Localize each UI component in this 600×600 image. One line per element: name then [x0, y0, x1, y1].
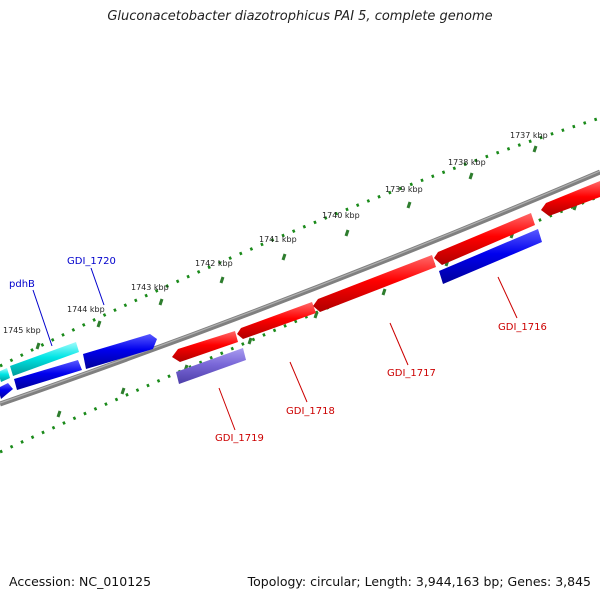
genome-backbone	[0, 169, 600, 407]
scale-label: 1745 kbp	[3, 326, 41, 335]
leader-GDI_1720	[90, 267, 105, 306]
tick-1743	[158, 298, 164, 306]
tick-1741	[281, 253, 287, 261]
tick	[120, 387, 126, 395]
gene-arrow-GDI_1718[interactable]	[237, 302, 316, 339]
gene-label-GDI_1716[interactable]: GDI_1716	[498, 322, 547, 333]
scale-label: 1742 kbp	[195, 259, 233, 268]
gene-arrow-blue-mid[interactable]	[14, 360, 82, 390]
scale-labels: 1737 kbp 1738 kbp 1739 kbp 1740 kbp 1741…	[3, 131, 548, 335]
tick	[381, 288, 387, 296]
gene-arrow-red-right[interactable]	[541, 181, 600, 216]
upper-scale-track	[0, 116, 600, 368]
tick-1739	[406, 201, 412, 209]
gene-label-GDI_1718[interactable]: GDI_1718	[286, 406, 335, 417]
tick-1742	[219, 276, 225, 284]
gene-arrow-pdhB[interactable]	[10, 342, 79, 376]
tick	[313, 311, 319, 319]
gene-arrow-GDI_1719[interactable]	[172, 331, 238, 362]
tick-1740	[344, 229, 350, 237]
gene-label-GDI_1720[interactable]: GDI_1720	[67, 256, 116, 267]
gene-arrow-cyan-edge[interactable]	[0, 368, 10, 382]
accession-text: Accession: NC_010125	[9, 574, 152, 589]
gene-label-pdhB[interactable]: pdhB	[9, 279, 35, 290]
leader-pdhB	[32, 289, 53, 347]
tick	[56, 410, 62, 418]
lower-scale-ticks	[56, 203, 578, 418]
tick-1745	[35, 342, 41, 350]
scale-label: 1738 kbp	[448, 158, 486, 167]
tick-1738	[468, 172, 474, 180]
leader-GDI_1717	[389, 322, 409, 366]
scale-label: 1739 kbp	[385, 185, 423, 194]
reverse-genes	[172, 181, 600, 362]
upper-scale-ticks	[35, 145, 538, 350]
lower-scale-track	[0, 194, 600, 454]
scale-label: 1744 kbp	[67, 305, 105, 314]
gene-arrow-GDI_1720[interactable]	[83, 334, 157, 369]
map-title: Gluconacetobacter diazotrophicus PAI 5, …	[107, 9, 493, 24]
gene-label-GDI_1719[interactable]: GDI_1719	[215, 433, 264, 444]
gene-labels: pdhB GDI_1720 GDI_1719 GDI_1718 GDI_1717…	[9, 256, 547, 444]
leader-GDI_1716	[497, 276, 518, 319]
label-leader-lines	[32, 267, 518, 431]
gene-arrow-GDI_1716[interactable]	[434, 213, 535, 265]
genome-summary-text: Topology: circular; Length: 3,944,163 bp…	[247, 574, 591, 589]
tick-1737	[532, 145, 538, 153]
leader-GDI_1719	[218, 387, 236, 431]
gene-arrow-blue-lower[interactable]	[439, 229, 542, 284]
gene-label-GDI_1717[interactable]: GDI_1717	[387, 368, 436, 379]
gene-arrow-GDI_1717[interactable]	[313, 255, 436, 312]
scale-label: 1743 kbp	[131, 283, 169, 292]
gene-arrow-blue-left[interactable]	[0, 383, 13, 399]
tick-1744	[96, 320, 102, 328]
backbone-highlight	[0, 170, 600, 404]
leader-GDI_1718	[289, 361, 308, 403]
forward-genes	[0, 334, 157, 399]
scale-label: 1737 kbp	[510, 131, 548, 140]
scale-label: 1740 kbp	[322, 211, 360, 220]
tick	[247, 337, 253, 345]
scale-label: 1741 kbp	[259, 235, 297, 244]
gene-arrow-purple[interactable]	[176, 348, 246, 384]
